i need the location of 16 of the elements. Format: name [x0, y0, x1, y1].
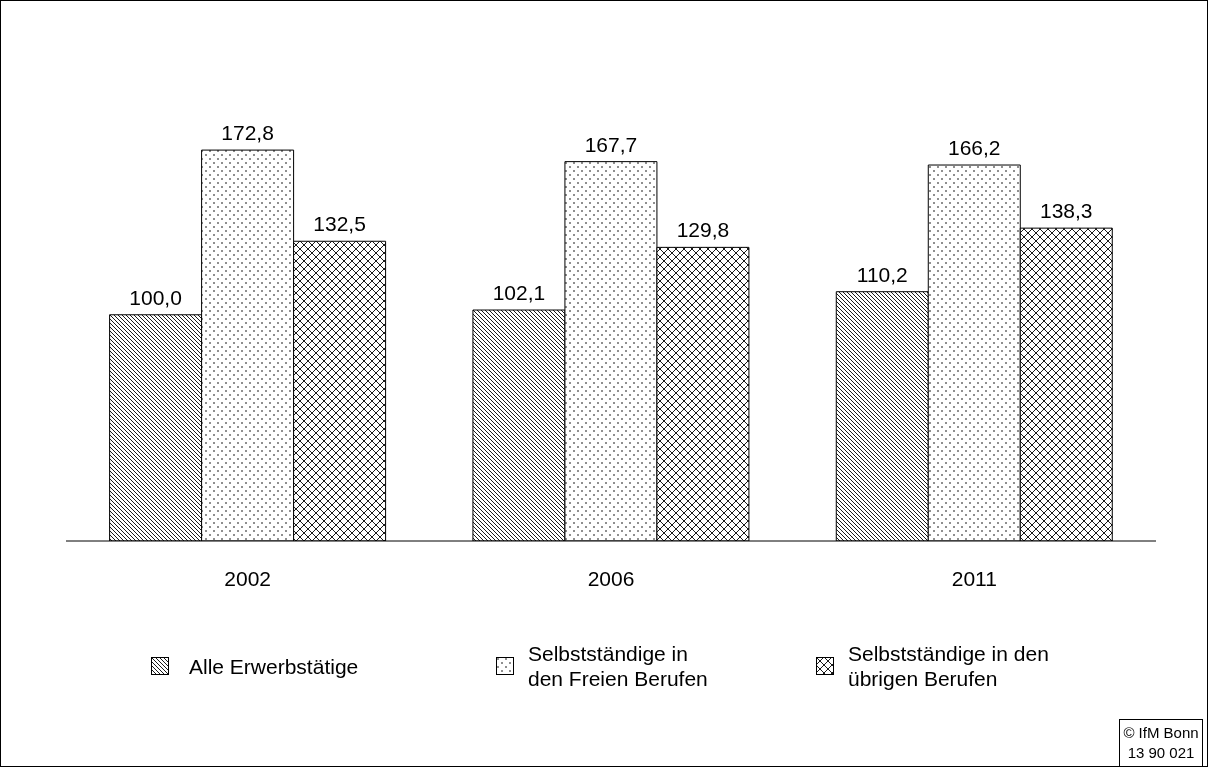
data-label: 172,8 [221, 121, 274, 145]
data-label: 138,3 [1039, 199, 1093, 223]
data-label: 102,1 [492, 281, 546, 305]
data-label: 166,2 [947, 136, 1001, 160]
x-tick-label: 2002 [224, 566, 272, 590]
x-tick-label: 2006 [587, 566, 635, 590]
legend-label: Selbstständige in den übrigen Berufen [848, 641, 1050, 691]
x-tick-label: 2011 [951, 566, 997, 590]
legend-label: Selbstständige in den Freien Berufen [528, 641, 709, 691]
data-label: 100,0 [129, 285, 182, 309]
text: © IfM Bonn 13 90 021 [1119, 719, 1203, 766]
data-label: 167,7 [584, 132, 638, 156]
legend-label: Alle Erwerbstätige [189, 653, 360, 679]
data-label: 110,2 [856, 262, 908, 286]
data-label: 132,5 [313, 212, 366, 236]
data-label: 129,8 [676, 218, 730, 242]
